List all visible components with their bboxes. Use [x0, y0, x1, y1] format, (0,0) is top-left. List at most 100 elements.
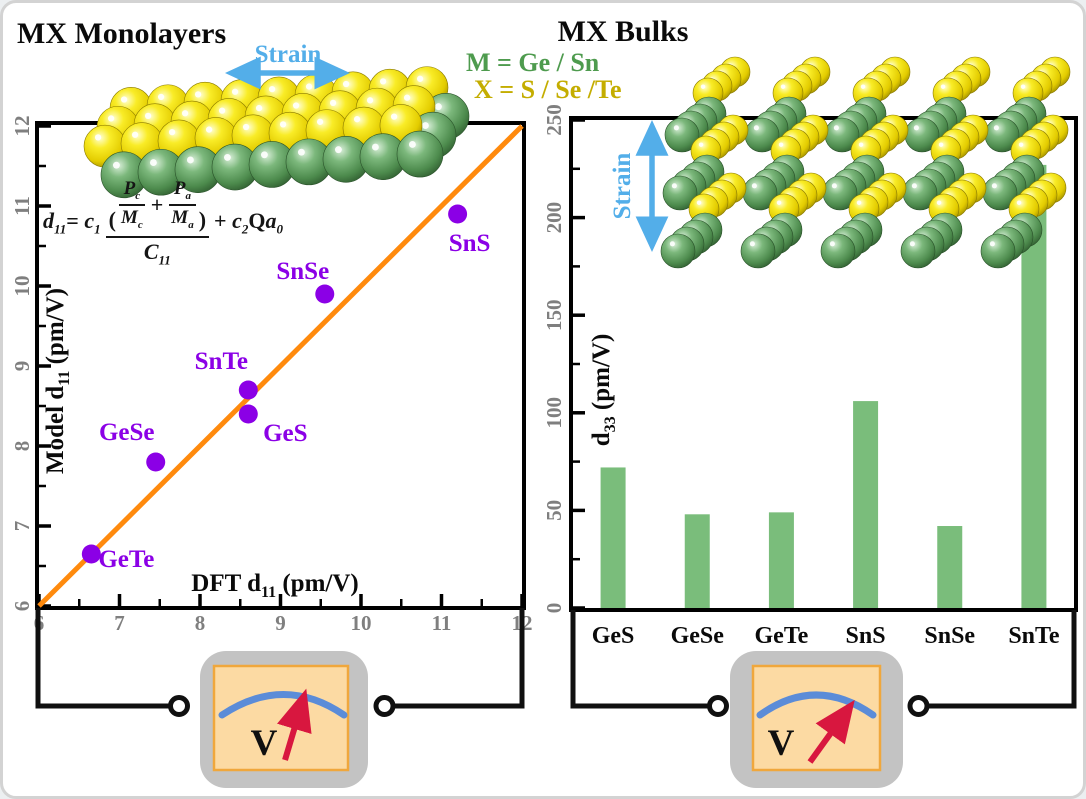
formula-main-fraction: ( Pc Mc + Pa Ma ) C11 — [105, 179, 210, 266]
voltmeter-needle — [807, 699, 855, 764]
specular-highlight — [860, 84, 866, 89]
specular-highlight — [223, 153, 231, 161]
specular-highlight — [751, 183, 757, 189]
specular-highlight — [700, 84, 706, 89]
point-label-GeS: GeS — [263, 420, 307, 447]
specular-highlight — [231, 88, 239, 95]
identity-line — [37, 124, 524, 608]
y-tick-label: 100 — [542, 397, 566, 429]
specular-highlight — [390, 113, 398, 120]
specular-highlight — [379, 78, 387, 85]
right-strain-label: Strain — [609, 153, 636, 220]
left-circuit-wire-left — [35, 608, 170, 709]
specular-highlight — [334, 146, 342, 154]
y-tick-label: 0 — [542, 603, 566, 614]
left-terminal-right — [373, 695, 396, 717]
voltmeter-v-label: V — [251, 723, 278, 764]
left-circuit-wire-right — [393, 608, 525, 709]
specular-highlight — [297, 148, 305, 156]
y-tick-label: 9 — [10, 361, 34, 372]
specular-highlight — [416, 75, 424, 82]
legend-metal-line: M = Ge / Sn — [466, 48, 600, 77]
bar-SnSe — [937, 526, 963, 608]
specular-highlight — [993, 125, 999, 131]
y-tick-label: 250 — [542, 104, 566, 136]
x-tick-label: 8 — [195, 611, 206, 635]
right-strain-annotation: Strain — [609, 120, 669, 252]
identity-line-group — [37, 124, 524, 608]
specular-highlight — [329, 99, 337, 107]
right-yaxis-label: d33 (pm/V) — [588, 334, 619, 447]
specular-highlight — [1018, 142, 1024, 147]
data-point-GeSe — [146, 452, 166, 472]
right-terminal-right — [907, 695, 930, 717]
specular-highlight — [342, 80, 350, 88]
voltmeter-face — [212, 664, 350, 772]
specular-highlight — [831, 183, 837, 189]
category-label-SnTe: SnTe — [1008, 623, 1060, 649]
specular-highlight — [913, 125, 919, 131]
y-tick-label: 150 — [542, 299, 566, 331]
left-terminal-left — [168, 695, 190, 717]
point-label-SnSe: SnSe — [276, 258, 329, 285]
right-axis-ticks — [573, 118, 585, 610]
specular-highlight — [403, 94, 411, 101]
specular-highlight — [753, 125, 759, 131]
specular-highlight — [242, 123, 250, 131]
specular-highlight — [858, 142, 864, 147]
data-point-SnSe — [315, 284, 335, 304]
point-label-GeTe: GeTe — [98, 546, 154, 573]
right-tick-labels: 0 50 100 150 200 250 — [542, 104, 566, 613]
left-panel-title: MX Monolayers — [17, 17, 226, 50]
x-tick-label: 9 — [275, 611, 286, 635]
specular-highlight — [255, 104, 263, 112]
left-strain-label: Strain — [255, 41, 322, 68]
right-circuit — [570, 610, 1077, 717]
specular-highlight — [305, 83, 313, 90]
voltmeter-v-label: V — [768, 723, 795, 764]
voltmeter-scale-arc — [756, 691, 877, 719]
specular-highlight — [940, 84, 946, 89]
specular-highlight — [371, 143, 379, 151]
right-voltmeter: V — [730, 651, 903, 788]
category-label-SnSe: SnSe — [924, 623, 975, 649]
specular-highlight — [131, 131, 139, 138]
specular-highlight — [780, 84, 786, 89]
metal-atom — [820, 233, 856, 269]
left-circuit — [35, 608, 525, 717]
scatter-point-labels: GeTe GeSe SnTe GeS SnSe SnS — [98, 230, 490, 573]
x-tick-label: 11 — [432, 611, 452, 635]
right-circuit-wire-left — [570, 610, 709, 709]
specular-highlight — [856, 200, 862, 205]
y-tick-label: 8 — [10, 441, 34, 452]
specular-highlight — [909, 241, 915, 247]
specular-highlight — [911, 183, 917, 189]
left-axis-ticks — [37, 124, 524, 608]
monolayer-structure-illustration — [83, 66, 470, 199]
specular-highlight — [120, 96, 128, 103]
data-point-GeS — [238, 404, 258, 424]
specular-highlight — [696, 200, 702, 205]
formula-lhs: d11= c1 — [43, 207, 101, 237]
left-strain-annotation: Strain — [225, 41, 350, 90]
legend-chalcogen-line: X = S / Se /Te — [474, 75, 622, 104]
point-label-GeSe: GeSe — [99, 419, 155, 446]
specular-highlight — [279, 121, 287, 128]
specular-highlight — [776, 200, 782, 205]
bar-GeS — [600, 467, 626, 608]
specular-highlight — [408, 141, 416, 148]
specular-highlight — [1016, 200, 1022, 205]
specular-highlight — [353, 116, 361, 123]
category-label-GeS: GeS — [592, 623, 635, 649]
right-panel-title: MX Bulks — [558, 15, 689, 48]
left-xaxis-label: DFT d11 (pm/V) — [191, 570, 358, 601]
left-voltmeter: V — [200, 651, 368, 788]
specular-highlight — [292, 102, 300, 109]
specular-highlight — [107, 115, 115, 122]
metal-atom — [980, 233, 1016, 269]
x-tick-label: 10 — [351, 611, 372, 635]
specular-highlight — [316, 118, 324, 125]
category-labels: GeS GeSe GeTe SnS SnSe SnTe — [592, 623, 1060, 649]
